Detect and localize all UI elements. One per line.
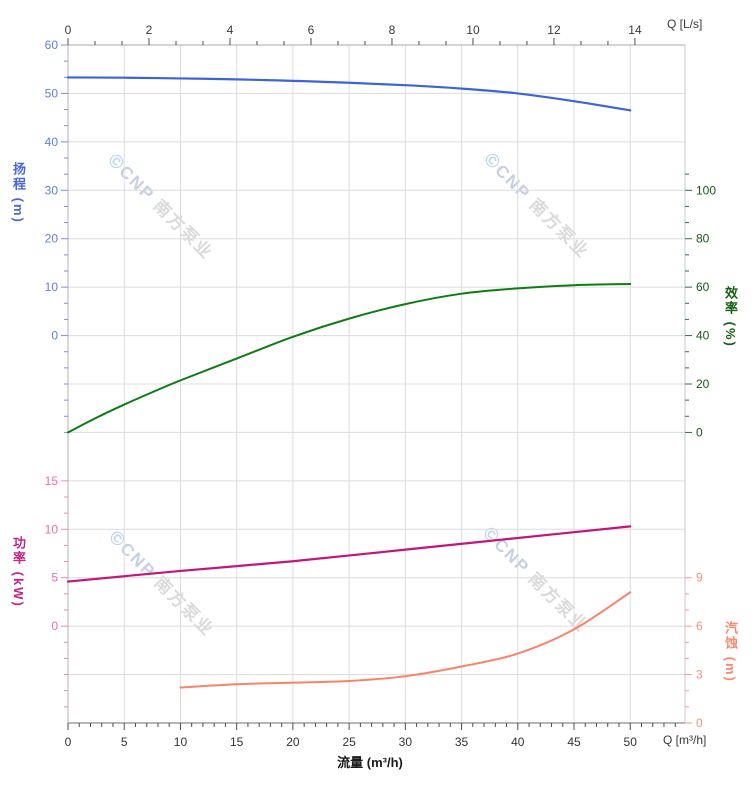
tick-label: 30 [45, 183, 59, 197]
tick-label: 45 [567, 735, 581, 749]
gridlines [67, 44, 685, 724]
tick-label: 6 [696, 619, 703, 633]
tick-label: 8 [389, 23, 396, 37]
head-axis: 60 50 40 30 20 10 0 [45, 38, 68, 433]
bottom-axis-unit-label: Q [m³/h] [663, 733, 707, 747]
tick-label: 0 [51, 619, 58, 633]
power-axis-title: 功率 (kW) [11, 536, 26, 608]
efficiency-axis-title: 效率 (%) [723, 286, 738, 348]
tick-label: 60 [696, 280, 710, 294]
tick-label: 40 [696, 329, 710, 343]
tick-label: 10 [174, 735, 188, 749]
tick-label: 0 [51, 329, 58, 343]
tick-label: 100 [696, 183, 716, 197]
tick-label: 80 [696, 232, 710, 246]
power-axis: 15 10 5 0 [45, 474, 68, 708]
tick-label: 10 [45, 522, 59, 536]
bottom-flow-axis: 0 5 10 15 20 25 30 35 40 45 50 [65, 723, 676, 749]
tick-label: 50 [624, 735, 638, 749]
tick-label: 9 [696, 571, 703, 585]
eff-curve [67, 283, 632, 434]
efficiency-axis: 100 80 60 40 20 0 [685, 173, 716, 439]
npsh-axis: 9 6 3 0 [685, 571, 703, 730]
power-curve [66, 525, 632, 583]
tick-label: 20 [286, 735, 300, 749]
tick-label: 20 [45, 232, 59, 246]
tick-label: 5 [121, 735, 128, 749]
tick-label: 3 [696, 668, 703, 682]
tick-label: 0 [696, 425, 703, 439]
tick-label: 15 [45, 474, 59, 488]
top-axis-unit-label: Q [L/s] [667, 17, 703, 31]
flow-axis-title: 流量 (m³/h) [337, 755, 403, 770]
tick-label: 50 [45, 86, 59, 100]
tick-label: 0 [65, 735, 72, 749]
tick-label: 40 [45, 135, 59, 149]
tick-label: 15 [230, 735, 244, 749]
tick-label: 60 [45, 38, 59, 52]
tick-label: 0 [65, 23, 72, 37]
tick-label: 25 [342, 735, 356, 749]
head-curve [66, 76, 632, 112]
head-axis-title: 扬程 (m) [11, 162, 26, 224]
top-flow-axis: 0 2 4 6 8 10 12 14 [65, 23, 642, 45]
tick-label: 6 [308, 23, 315, 37]
tick-label: 10 [45, 280, 59, 294]
tick-label: 2 [146, 23, 153, 37]
tick-label: 4 [227, 23, 234, 37]
npsh-curve [179, 591, 632, 689]
tick-label: 0 [696, 716, 703, 730]
tick-label: 5 [51, 571, 58, 585]
tick-label: 10 [466, 23, 480, 37]
tick-label: 40 [511, 735, 525, 749]
tick-label: 35 [455, 735, 469, 749]
tick-label: 20 [696, 377, 710, 391]
tick-label: 14 [628, 23, 642, 37]
tick-label: 30 [399, 735, 413, 749]
npsh-axis-title: 汽蚀 (m) [723, 621, 738, 683]
tick-label: 12 [547, 23, 561, 37]
